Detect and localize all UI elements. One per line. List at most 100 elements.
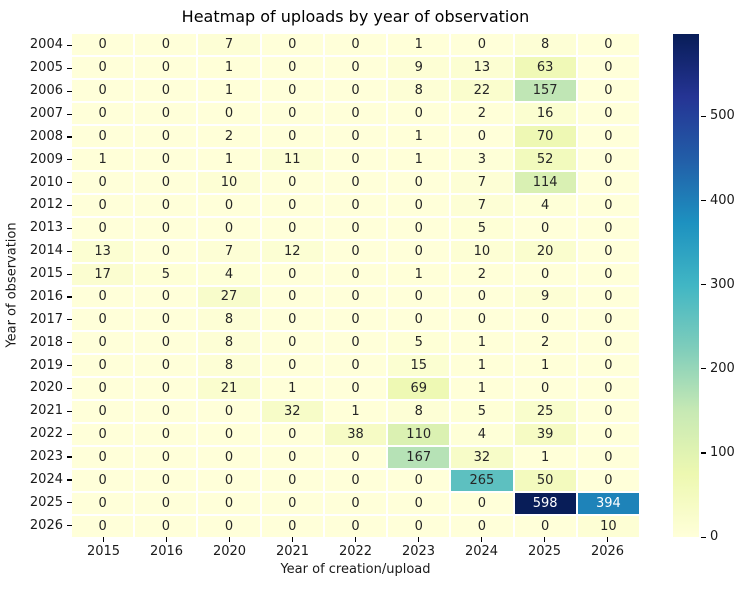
heatmap-cell: 0 — [261, 79, 323, 101]
heatmap-cell: 1 — [388, 263, 450, 285]
x-tick-mark — [481, 537, 483, 542]
heatmap-cell: 9 — [388, 56, 450, 78]
heatmap-cell: 0 — [577, 286, 639, 308]
heatmap-cell: 0 — [261, 286, 323, 308]
heatmap-cell: 0 — [451, 286, 513, 308]
y-tick-mark — [67, 90, 72, 92]
heatmap-cell: 0 — [72, 493, 134, 515]
y-tick-label: 2012 — [29, 197, 63, 213]
x-tick-label: 2015 — [86, 544, 121, 559]
heatmap-cell: 0 — [324, 355, 387, 377]
y-tick-mark — [67, 342, 72, 344]
heatmap-cell: 1 — [198, 148, 260, 170]
heatmap-cell: 0 — [135, 309, 197, 331]
y-tick-mark — [67, 365, 72, 367]
heatmap-cell: 0 — [72, 424, 134, 446]
heatmap-cell: 8 — [198, 355, 260, 377]
heatmap-cell: 0 — [261, 217, 323, 239]
heatmap-cell: 0 — [72, 516, 134, 537]
heatmap-cell: 1 — [72, 148, 134, 170]
heatmap-cell: 0 — [388, 286, 450, 308]
colorbar-tick-mark — [701, 200, 706, 202]
colorbar-tick-mark — [701, 115, 706, 118]
heatmap-cell: 0 — [135, 148, 197, 170]
heatmap-cell: 2 — [451, 263, 513, 285]
heatmap-cell: 8 — [388, 401, 450, 423]
heatmap-cell: 0 — [135, 79, 197, 101]
x-tick-label: 2016 — [149, 544, 184, 559]
heatmap-cell: 0 — [261, 516, 323, 537]
colorbar-tick-label: 200 — [710, 360, 735, 376]
heatmap-cell: 110 — [388, 424, 450, 446]
heatmap-cell: 21 — [198, 378, 260, 400]
colorbar-tick-mark — [701, 368, 706, 370]
heatmap-cell: 1 — [388, 34, 450, 55]
heatmap-cell: 7 — [451, 194, 513, 216]
colorbar-tick-mark — [701, 536, 706, 538]
y-tick-label: 2007 — [29, 106, 63, 122]
heatmap-cell: 0 — [388, 309, 450, 331]
heatmap-cell: 0 — [261, 263, 323, 285]
heatmap-cell: 0 — [388, 493, 450, 515]
y-tick-mark — [67, 250, 72, 252]
heatmap-cell: 0 — [324, 194, 387, 216]
heatmap-cell: 1 — [514, 355, 576, 377]
heatmap-cell: 0 — [72, 34, 134, 55]
heatmap-cell: 0 — [451, 125, 513, 147]
heatmap-cell: 0 — [261, 493, 323, 515]
heatmap-cell: 8 — [198, 309, 260, 331]
heatmap-cell: 1 — [514, 447, 576, 469]
y-tick-mark — [67, 273, 72, 275]
y-tick-label: 2018 — [29, 334, 63, 350]
heatmap-cell: 114 — [514, 171, 576, 193]
heatmap-cell: 0 — [72, 194, 134, 216]
heatmap-cell: 0 — [198, 516, 260, 537]
y-tick-label: 2024 — [29, 471, 63, 487]
heatmap-cell: 0 — [261, 194, 323, 216]
heatmap-cell: 0 — [135, 171, 197, 193]
heatmap-cell: 0 — [72, 378, 134, 400]
heatmap-cell: 0 — [514, 263, 576, 285]
heatmap-cell: 0 — [324, 378, 387, 400]
heatmap-cell: 0 — [324, 171, 387, 193]
heatmap-cell: 0 — [577, 470, 639, 492]
heatmap-cell: 0 — [72, 447, 134, 469]
heatmap-cell: 0 — [324, 493, 387, 515]
heatmap-cell: 0 — [135, 56, 197, 78]
heatmap-cell: 0 — [514, 217, 576, 239]
heatmap-cell: 0 — [577, 240, 639, 262]
heatmap-cell: 0 — [451, 34, 513, 55]
heatmap-cell: 0 — [135, 34, 197, 55]
heatmap-cell: 0 — [72, 56, 134, 78]
heatmap-cell: 5 — [388, 332, 450, 354]
heatmap-cell: 0 — [261, 102, 323, 124]
x-tick-label: 2022 — [338, 544, 373, 559]
heatmap-cell: 0 — [198, 217, 260, 239]
heatmap-cell: 5 — [135, 263, 197, 285]
heatmap-cell: 0 — [72, 217, 134, 239]
heatmap-cell: 0 — [577, 217, 639, 239]
y-tick-label: 2010 — [29, 174, 63, 190]
x-tick-mark — [292, 537, 294, 542]
heatmap-cell: 2 — [451, 102, 513, 124]
heatmap-cell: 4 — [514, 194, 576, 216]
heatmap-cell: 0 — [261, 125, 323, 147]
x-tick-label: 2026 — [590, 544, 625, 559]
y-tick-label: 2016 — [29, 288, 63, 304]
y-tick-label: 2008 — [29, 128, 63, 144]
heatmap-cell: 63 — [514, 56, 576, 78]
heatmap-cell: 0 — [261, 470, 323, 492]
heatmap-cell: 0 — [261, 34, 323, 55]
y-axis-label: Year of observation — [4, 222, 20, 348]
heatmap-cell: 7 — [198, 34, 260, 55]
heatmap-cell: 10 — [577, 516, 639, 537]
heatmap-cell: 0 — [261, 171, 323, 193]
heatmap-cell: 0 — [135, 401, 197, 423]
heatmap-cell: 5 — [451, 401, 513, 423]
heatmap-cell: 0 — [261, 447, 323, 469]
heatmap-cell: 0 — [388, 516, 450, 537]
x-tick-label: 2025 — [527, 544, 562, 559]
heatmap-cell: 0 — [324, 263, 387, 285]
y-tick-mark — [67, 387, 72, 390]
y-tick-label: 2004 — [29, 37, 63, 53]
